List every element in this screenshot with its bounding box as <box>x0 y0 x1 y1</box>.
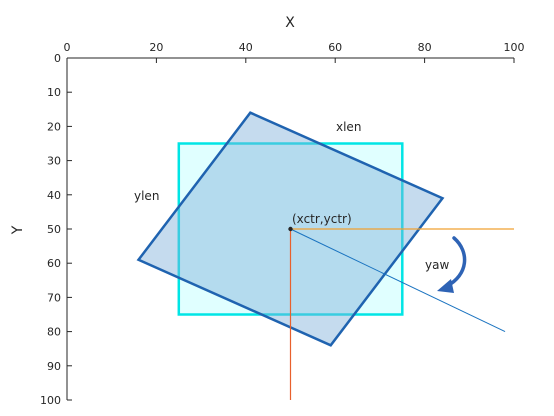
y-axis-title: Y <box>10 225 26 235</box>
y-tick-label: 60 <box>47 257 61 270</box>
y-tick-label: 40 <box>47 189 61 202</box>
yaw-label: yaw <box>425 258 449 272</box>
x-axis-title: X <box>285 15 295 31</box>
y-tick-label: 10 <box>47 86 61 99</box>
yaw-arrowhead-icon <box>437 279 454 293</box>
heading-line <box>290 228 506 333</box>
x-tick-label: 40 <box>239 41 253 54</box>
y-tick-label: 50 <box>47 223 61 236</box>
y-tick-label: 20 <box>47 120 61 133</box>
y-tick-label: 80 <box>47 326 61 339</box>
y-tick-label: 70 <box>47 291 61 304</box>
x-tick-label: 100 <box>504 41 525 54</box>
x-tick-label: 20 <box>149 41 163 54</box>
x-tick-label: 60 <box>328 41 342 54</box>
y-tick-label: 100 <box>40 394 61 407</box>
y-tick-label: 90 <box>47 360 61 373</box>
center-label: (xctr,yctr) <box>292 212 352 226</box>
y-tick-label: 30 <box>47 155 61 168</box>
center-point <box>288 226 293 232</box>
xlen-label: xlen <box>336 120 361 134</box>
y-tick-label: 0 <box>54 52 61 65</box>
labels: X Y xlen ylen (xctr,yctr) yaw <box>10 15 449 272</box>
yaw-arrow-icon <box>445 236 467 288</box>
plot-area <box>136 111 514 400</box>
ylen-label: ylen <box>134 189 159 203</box>
x-tick-label: 80 <box>418 41 432 54</box>
x-tick-label: 0 <box>64 41 71 54</box>
axes: 0 20 40 60 80 100 0 10 20 30 40 50 60 70 80 90 100 <box>40 41 525 407</box>
